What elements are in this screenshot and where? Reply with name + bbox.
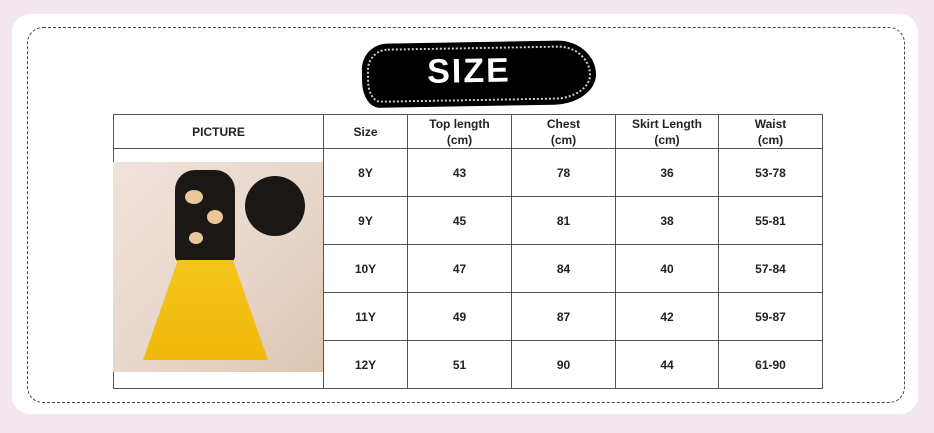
size-title: SIZE bbox=[426, 51, 512, 91]
size-badge: SIZE bbox=[361, 39, 597, 109]
chest-cell: 87 bbox=[511, 292, 616, 341]
size-cell: 8Y bbox=[323, 148, 408, 197]
skirt-length-cell: 40 bbox=[615, 244, 719, 293]
top-length-cell: 47 bbox=[407, 244, 512, 293]
table-row: 10Y 47 84 40 57-84 bbox=[114, 244, 823, 293]
top-length-cell: 51 bbox=[407, 340, 512, 389]
top-length-cell: 45 bbox=[407, 196, 512, 245]
floral-top bbox=[175, 170, 235, 262]
size-cell: 9Y bbox=[323, 196, 408, 245]
top-length-cell: 43 bbox=[407, 148, 512, 197]
size-cell: 12Y bbox=[323, 340, 408, 389]
top-length-cell: 49 bbox=[407, 292, 512, 341]
skirt-length-cell: 44 bbox=[615, 340, 719, 389]
chest-cell: 84 bbox=[511, 244, 616, 293]
header-skirt-length: Skirt Length (cm) bbox=[615, 114, 719, 149]
floral-hat bbox=[245, 176, 305, 236]
waist-cell: 55-81 bbox=[718, 196, 823, 245]
table-row: 9Y 45 81 38 55-81 bbox=[114, 196, 823, 245]
header-waist: Waist (cm) bbox=[718, 114, 823, 149]
chest-cell: 78 bbox=[511, 148, 616, 197]
skirt-length-cell: 38 bbox=[615, 196, 719, 245]
waist-cell: 59-87 bbox=[718, 292, 823, 341]
header-size: Size bbox=[323, 114, 408, 149]
skirt-length-cell: 42 bbox=[615, 292, 719, 341]
table-row: 12Y 51 90 44 61-90 bbox=[114, 340, 823, 389]
chest-cell: 81 bbox=[511, 196, 616, 245]
size-cell: 11Y bbox=[323, 292, 408, 341]
skirt-length-cell: 36 bbox=[615, 148, 719, 197]
header-row: PICTURE Size Top length (cm) Chest (cm) Sk… bbox=[113, 114, 823, 149]
header-picture: PICTURE bbox=[113, 114, 324, 149]
chest-cell: 90 bbox=[511, 340, 616, 389]
product-photo bbox=[113, 162, 323, 372]
waist-cell: 61-90 bbox=[718, 340, 823, 389]
yellow-skirt bbox=[143, 260, 268, 360]
size-cell: 10Y bbox=[323, 244, 408, 293]
header-chest: Chest (cm) bbox=[511, 114, 616, 149]
header-top-length: Top length (cm) bbox=[407, 114, 512, 149]
dashed-frame bbox=[27, 27, 905, 403]
waist-cell: 57-84 bbox=[718, 244, 823, 293]
waist-cell: 53-78 bbox=[718, 148, 823, 197]
